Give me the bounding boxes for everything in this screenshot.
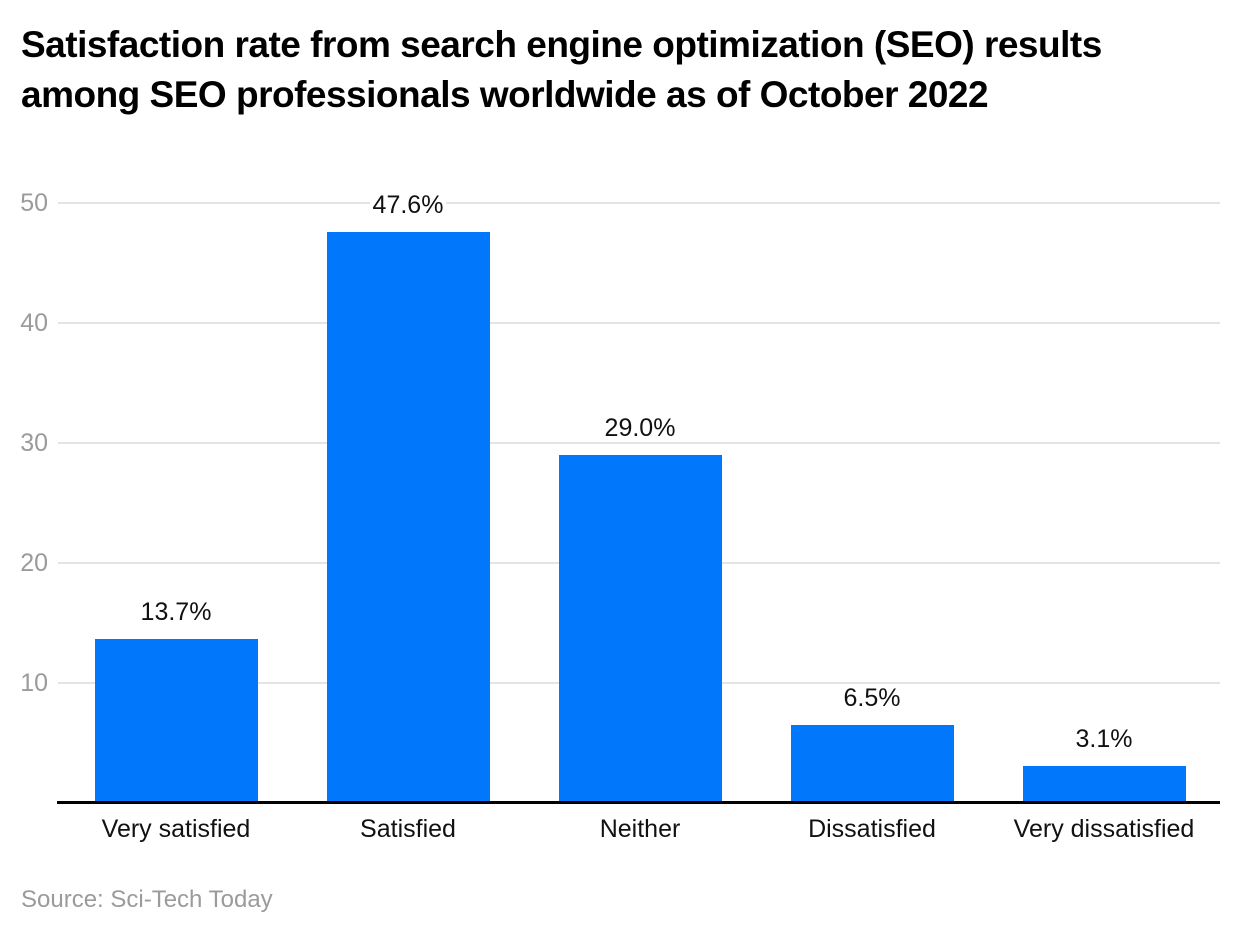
bar-value-label: 6.5% — [782, 683, 962, 713]
bar-value-text: 29.0% — [601, 414, 679, 442]
x-category-label: Very satisfied — [101, 815, 251, 843]
gridline — [58, 202, 1220, 204]
y-tick-label: 30 — [20, 429, 48, 457]
bar — [1022, 765, 1186, 803]
x-category-label: Dissatisfied — [808, 815, 936, 843]
x-axis-line — [57, 801, 1220, 804]
gridline — [58, 322, 1220, 324]
x-category-label: Neither — [599, 815, 681, 843]
y-tick-label: 20 — [20, 549, 48, 577]
bar — [558, 455, 722, 803]
y-tick-label: 50 — [20, 189, 48, 217]
bar — [326, 231, 490, 803]
bar-value-text: 13.7% — [137, 597, 215, 626]
bar — [790, 725, 954, 803]
bar-value-label: 47.6% — [318, 190, 498, 220]
bar-value-text: 6.5% — [840, 684, 904, 712]
bar-value-label: 13.7% — [86, 597, 266, 627]
y-tick-label: 10 — [20, 669, 48, 697]
x-category-label: Satisfied — [360, 815, 456, 843]
y-tick-label: 40 — [20, 309, 48, 337]
bar-value-label: 3.1% — [1014, 724, 1194, 754]
bar-value-text: 3.1% — [1072, 724, 1136, 753]
bar-value-text: 47.6% — [369, 190, 447, 219]
gridline — [58, 442, 1220, 444]
bar-value-label: 29.0% — [550, 413, 730, 443]
x-category-label: Very dissatisfied — [1013, 815, 1195, 843]
chart-title: Satisfaction rate from search engine opt… — [21, 24, 1102, 115]
bar — [94, 638, 258, 803]
source-note: Source: Sci-Tech Today — [21, 886, 273, 913]
